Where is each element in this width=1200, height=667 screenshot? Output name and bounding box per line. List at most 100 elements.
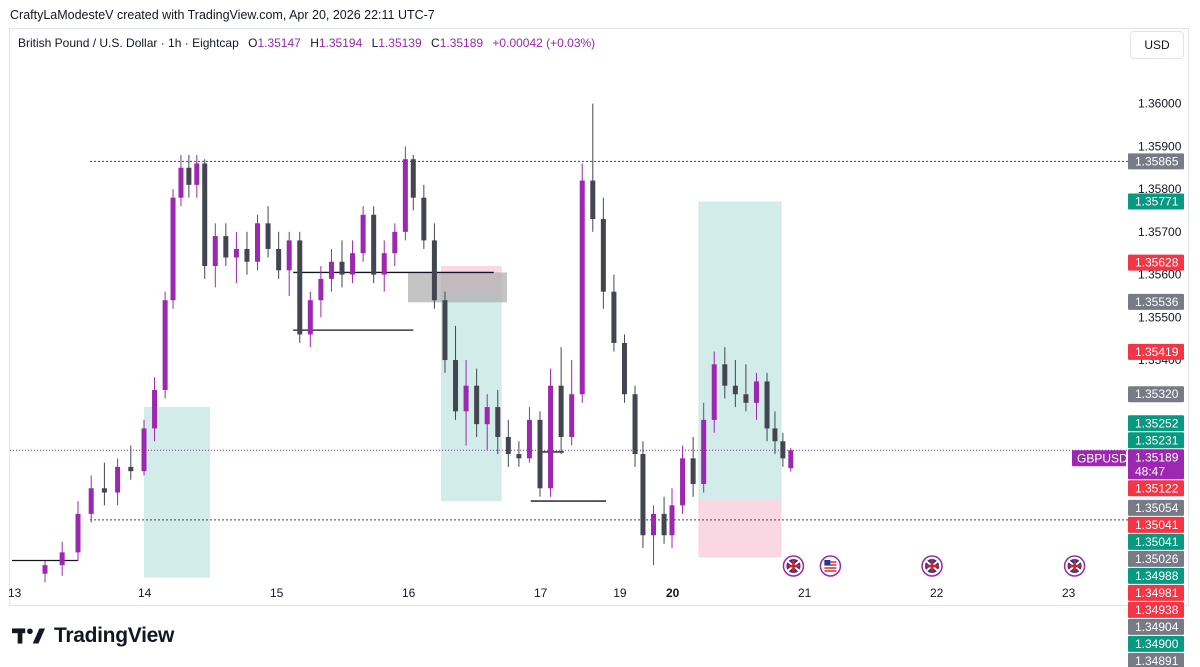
y-tick-3: 1.35700 <box>1138 225 1182 239</box>
candle-body-44 <box>516 454 522 459</box>
open-label: O <box>248 36 258 50</box>
event-flag-uk-icon[interactable] <box>782 555 805 577</box>
event-flag-us-icon[interactable] <box>819 555 842 577</box>
candle-body-0 <box>42 565 48 574</box>
x-tick-4: 17 <box>534 586 548 600</box>
y-tick-5: 1.35500 <box>1138 310 1182 324</box>
zone-stop-6 <box>698 499 782 558</box>
x-tick-1: 14 <box>138 586 152 600</box>
candle-body-66 <box>743 394 749 403</box>
candle-body-6 <box>128 466 134 472</box>
price-label-17: 1.34904 <box>1135 620 1179 634</box>
candle-body-23 <box>297 240 303 335</box>
chart-credit: CraftyLaModesteV created with TradingVie… <box>10 8 435 22</box>
high-label: H <box>310 36 319 50</box>
candle-body-17 <box>233 248 239 258</box>
candle-body-20 <box>265 223 271 249</box>
level-lines <box>10 160 1128 562</box>
price-label-15: 1.34981 <box>1135 586 1179 600</box>
zone-target-0 <box>144 407 210 578</box>
economic-events[interactable] <box>782 555 1086 577</box>
candle-body-8 <box>152 389 158 429</box>
candle-body-16 <box>223 236 229 258</box>
open-value: 1.35147 <box>257 36 301 50</box>
price-label-bg-0 <box>1128 153 1184 170</box>
price-label-16: 1.34938 <box>1135 603 1179 617</box>
close-value: 1.35189 <box>439 36 484 50</box>
price-label-0: 1.35865 <box>1135 154 1179 168</box>
candle-body-58 <box>661 513 667 536</box>
candle-body-19 <box>255 223 261 262</box>
candle-body-55 <box>632 394 638 455</box>
price-label-bg-17 <box>1128 618 1184 635</box>
price-label-bg-13 <box>1128 550 1184 567</box>
candles <box>42 103 794 583</box>
y-tick-1: 1.35900 <box>1138 139 1182 153</box>
price-label-3: 1.35536 <box>1135 295 1179 309</box>
event-flag-uk-icon[interactable] <box>1063 555 1086 577</box>
candle-body-54 <box>621 342 627 395</box>
candle-body-26 <box>328 261 334 279</box>
candle-body-34 <box>410 159 416 198</box>
candle-body-67 <box>753 381 759 403</box>
price-label-13: 1.35026 <box>1135 552 1179 566</box>
candle-body-38 <box>453 360 459 412</box>
y-tick-4: 1.35600 <box>1138 268 1182 282</box>
price-label-10: 1.35054 <box>1135 501 1179 515</box>
price-label-1: 1.35771 <box>1135 195 1179 209</box>
price-label-bg-5 <box>1128 386 1184 403</box>
candle-body-37 <box>442 300 448 361</box>
price-label-bg-11 <box>1128 516 1184 533</box>
price-label-bg-8 <box>1128 449 1184 480</box>
candle-body-68 <box>764 381 770 429</box>
candle-body-48 <box>558 385 564 437</box>
x-tick-6: 20 <box>666 586 680 600</box>
x-tick-8: 22 <box>930 586 944 600</box>
position-zones <box>144 201 782 578</box>
candle-body-61 <box>690 458 696 484</box>
price-label-5: 1.35320 <box>1135 387 1179 401</box>
symbol-tag: GBPUSD <box>1077 451 1128 465</box>
chart-frame <box>9 28 1189 606</box>
price-axis[interactable]: 1.36000 1.35900 1.35800 1.35700 1.35600 1.355… <box>1072 97 1184 667</box>
x-tick-0: 13 <box>8 586 22 600</box>
flag-canton <box>824 560 831 565</box>
candle-body-4 <box>101 488 107 493</box>
candle-body-65 <box>732 385 738 395</box>
candle-body-18 <box>244 248 250 262</box>
candle-body-53 <box>611 291 617 343</box>
price-label-bg-2 <box>1128 254 1184 271</box>
price-label-bg-19 <box>1128 652 1184 667</box>
price-label-12: 1.35041 <box>1135 535 1179 549</box>
price-label-19: 1.34891 <box>1135 654 1179 667</box>
candle-body-51 <box>590 180 596 220</box>
candle-body-31 <box>381 253 387 275</box>
candle-body-27 <box>339 261 345 275</box>
candle-body-9 <box>162 300 168 390</box>
zone-gray-3 <box>408 272 507 303</box>
price-label-18: 1.34900 <box>1135 637 1179 651</box>
candle-body-45 <box>526 419 532 459</box>
candle-body-69 <box>772 428 778 442</box>
candle-body-11 <box>178 167 184 198</box>
symbol-header: British Pound / U.S. Dollar · 1h · Eight… <box>18 36 595 50</box>
price-label-bg-16 <box>1128 601 1184 618</box>
symbol-title[interactable]: British Pound / U.S. Dollar · 1h · Eight… <box>18 36 239 50</box>
y-tick-2: 1.35800 <box>1138 182 1182 196</box>
candle-body-62 <box>701 419 707 484</box>
time-axis[interactable]: 13 14 15 16 17 19 20 21 22 23 <box>8 586 1076 600</box>
price-label-14: 1.34988 <box>1135 569 1179 583</box>
price-label-bg-3 <box>1128 293 1184 310</box>
currency-button[interactable]: USD <box>1130 31 1184 59</box>
candle-body-33 <box>402 159 408 232</box>
candle-body-70 <box>780 441 786 459</box>
candle-body-7 <box>141 428 147 472</box>
candle-body-29 <box>360 214 366 254</box>
price-label-9: 1.35122 <box>1135 481 1179 495</box>
candle-body-49 <box>569 394 575 437</box>
candle-body-22 <box>286 240 292 271</box>
event-flag-uk-icon[interactable] <box>921 555 943 577</box>
candle-body-24 <box>307 300 313 335</box>
candle-body-1 <box>59 552 65 566</box>
